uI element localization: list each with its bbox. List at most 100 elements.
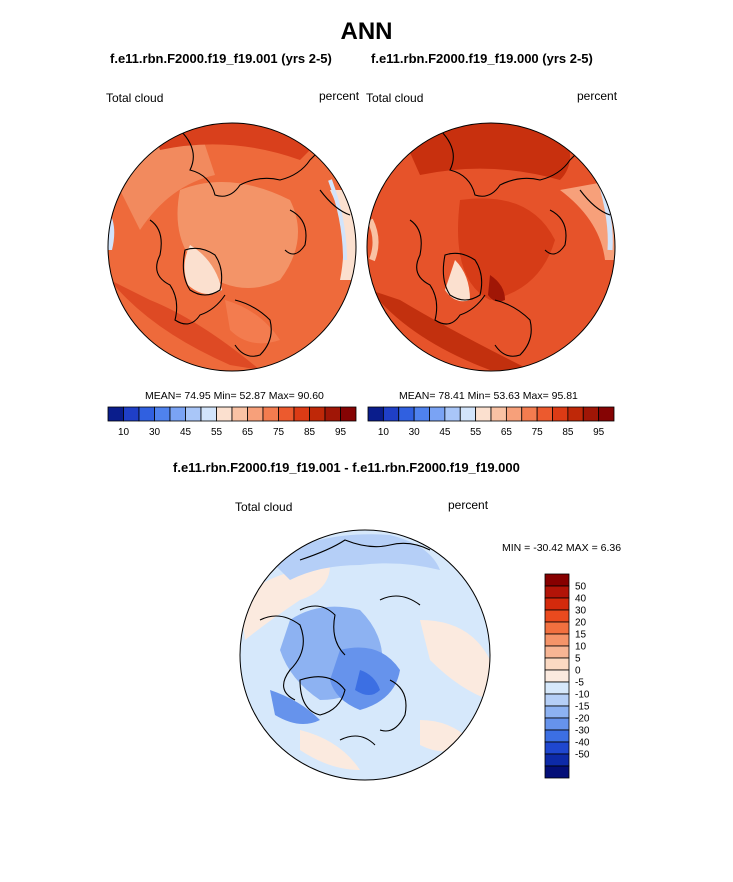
- panel-1-colorbar-color-box: [216, 406, 233, 422]
- panel-1-colorbar-color-box: [262, 406, 279, 422]
- panel-3-map: [240, 530, 490, 780]
- panel-2-units-label: percent: [577, 89, 618, 103]
- panel-2-colorbar-tick-label: 30: [409, 427, 421, 438]
- panel-3-colorbar-tick-label: -50: [575, 750, 590, 761]
- panel-2-colorbar-tick-label: 75: [532, 427, 544, 438]
- figure-title: ANN: [340, 18, 393, 45]
- panel-1-stats: MEAN= 74.95 Min= 52.87 Max= 90.60: [145, 390, 324, 402]
- panel-3-title: f.e11.rbn.F2000.f19_f19.001 - f.e11.rbn.…: [173, 460, 520, 475]
- panel-2-colorbar-tick-label: 10: [378, 427, 390, 438]
- panel-2-colorbar-color-box: [521, 406, 538, 422]
- panel-3-colorbar-color-box: [544, 729, 570, 743]
- panel-1-colorbar-tick-label: 65: [242, 427, 254, 438]
- panel-3-colorbar-color-box: [544, 753, 570, 767]
- panel-3-colorbar-tick-label: -40: [575, 738, 590, 749]
- panel-3-colorbar-color-box: [544, 621, 570, 635]
- panel-1-colorbar-color-box: [309, 406, 326, 422]
- panel-2-colorbar-color-box: [429, 406, 446, 422]
- panel-2-colorbar-color-box: [475, 406, 492, 422]
- panel-3-colorbar-tick-label: 0: [575, 666, 581, 677]
- panel-3-colorbar-color-box: [544, 657, 570, 671]
- panel-3-colorbar-color-box: [544, 645, 570, 659]
- panel-2-variable-label: Total cloud: [366, 91, 424, 105]
- panel-2-colorbar-color-box: [367, 406, 384, 422]
- panel-1-colorbar-color-box: [293, 406, 310, 422]
- panel-3-colorbar-color-box: [544, 705, 570, 719]
- panel-1-colorbar-tick-label: 95: [335, 427, 347, 438]
- panel-1-colorbar-tick-label: 10: [118, 427, 130, 438]
- panel-1-colorbar-color-box: [340, 406, 357, 422]
- panel-2-colorbar-tick-label: 45: [439, 427, 451, 438]
- panel-1-colorbar-color-box: [200, 406, 217, 422]
- panel-2-colorbar-tick-label: 85: [562, 427, 574, 438]
- panel-2-colorbar-tick-label: 95: [593, 427, 605, 438]
- panel-2-colorbar-color-box: [398, 406, 415, 422]
- panel-2-colorbar-color-box: [490, 406, 507, 422]
- panel-1-coastlines: [149, 129, 351, 357]
- panel-1-map: [108, 123, 356, 371]
- panel-1-title: f.e11.rbn.F2000.f19_f19.001 (yrs 2-5): [110, 51, 332, 66]
- panel-1-colorbar-color-box: [324, 406, 341, 422]
- panel-2-colorbar-tick-label: 65: [501, 427, 513, 438]
- panel-3-colorbar-tick-label: 10: [575, 642, 587, 653]
- panel-3-colorbar-color-box: [544, 693, 570, 707]
- panel-3-colorbar-color-box: [544, 609, 570, 623]
- panel-3-colorbar-tick-label: 50: [575, 582, 587, 593]
- panel-3-coastlines: [259, 539, 431, 746]
- panel-3-variable-label: Total cloud: [235, 500, 293, 514]
- panel-3-colorbar-tick-label: -20: [575, 714, 590, 725]
- panel-2-colorbar-color-box: [536, 406, 553, 422]
- panel-2-colorbar-color-box: [582, 406, 600, 422]
- panel-3-colorbar-tick-label: 5: [575, 654, 581, 665]
- panel-1-variable-label: Total cloud: [106, 91, 164, 105]
- panel-2-colorbar-color-box: [413, 406, 430, 422]
- panel-2-colorbar-color-box: [567, 406, 584, 422]
- panel-1-colorbar-color-box: [278, 406, 295, 422]
- panel-1-colorbar-tick-label: 30: [149, 427, 161, 438]
- panel-2-colorbar: 10 30 45 55 65 75 85 95: [367, 406, 615, 438]
- panel-1-colorbar-tick-label: 85: [304, 427, 316, 438]
- panel-2-title: f.e11.rbn.F2000.f19_f19.000 (yrs 2-5): [371, 51, 593, 66]
- panel-3-colorbar-color-box: [544, 585, 570, 599]
- panel-2-map: [367, 123, 615, 371]
- panel-1-colorbar-color-box: [247, 406, 264, 422]
- panel-3-colorbar-tick-label: -5: [575, 678, 584, 689]
- panel-3-stats: MIN = -30.42 MAX = 6.36: [502, 542, 622, 554]
- panel-1-colorbar-color-box: [169, 406, 186, 422]
- panel-3-colorbar-tick-label: 20: [575, 618, 587, 629]
- panel-1-colorbar-tick-label: 75: [273, 427, 285, 438]
- panel-1-colorbar-color-box: [138, 406, 155, 422]
- panel-2-colorbar-color-box: [598, 406, 615, 422]
- panel-3-colorbar-tick-label: -10: [575, 690, 590, 701]
- panel-2-colorbar-color-box: [459, 406, 477, 422]
- panel-2-stats: MEAN= 78.41 Min= 53.63 Max= 95.81: [399, 390, 578, 402]
- panel-2-coastlines: [409, 129, 611, 357]
- panel-2-colorbar-color-box: [382, 406, 400, 422]
- panel-2-colorbar-color-box: [444, 406, 461, 422]
- panel-3-colorbar-color-box: [544, 681, 570, 695]
- panel-1-colorbar-tick-label: 55: [211, 427, 223, 438]
- panel-3-colorbar-color-box: [544, 765, 570, 779]
- panel-3-colorbar-color-box: [544, 597, 570, 611]
- panel-3-colorbar-color-box: [544, 573, 570, 587]
- panel-3-colorbar-tick-label: -15: [575, 702, 590, 713]
- panel-3-colorbar-tick-label: -30: [575, 726, 590, 737]
- panel-3-units-label: percent: [448, 498, 489, 512]
- panel-1-colorbar: 10 30 45 55 65 75 85 95: [107, 406, 357, 438]
- panel-2-colorbar-color-box: [505, 406, 523, 422]
- panel-1-colorbar-tick-label: 45: [180, 427, 192, 438]
- panel-3-colorbar-color-box: [544, 741, 570, 755]
- panel-3-colorbar-tick-label: 15: [575, 630, 587, 641]
- panel-3-colorbar-color-box: [544, 669, 570, 683]
- panel-3-colorbar-color-box: [544, 633, 570, 647]
- panel-1-colorbar-color-box: [123, 406, 140, 422]
- panel-1-colorbar-color-box: [154, 406, 171, 422]
- panel-1-colorbar-color-box: [185, 406, 202, 422]
- panel-1-units-label: percent: [319, 89, 360, 103]
- panel-3-colorbar-tick-label: 30: [575, 606, 587, 617]
- panel-2-colorbar-tick-label: 55: [470, 427, 482, 438]
- panel-1-colorbar-color-box: [231, 406, 248, 422]
- panel-3-colorbar-tick-label: 40: [575, 594, 587, 605]
